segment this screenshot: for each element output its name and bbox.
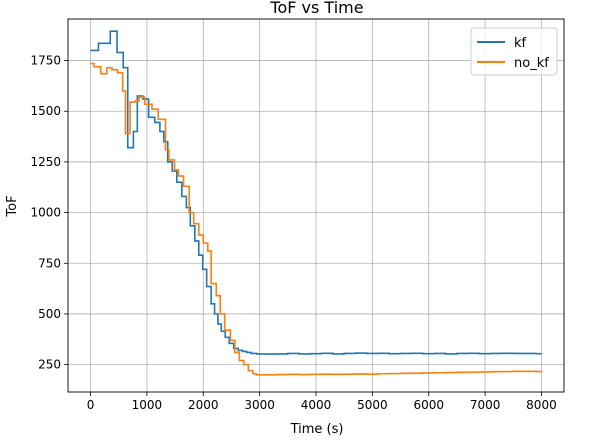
y-tick-label: 1750 <box>30 54 61 68</box>
x-tick-label: 8000 <box>526 398 557 412</box>
y-tick-label: 1000 <box>30 206 61 220</box>
y-tick-label: 750 <box>38 256 61 270</box>
x-tick-label: 3000 <box>244 398 275 412</box>
y-tick-label: 250 <box>38 358 61 372</box>
chart-title: ToF vs Time <box>269 0 363 17</box>
y-axis-label: ToF <box>5 195 20 217</box>
x-tick-label: 0 <box>87 398 95 412</box>
x-axis-label: Time (s) <box>290 422 344 437</box>
legend-label-no-kf: no_kf <box>514 56 549 71</box>
x-tick-label: 4000 <box>301 398 332 412</box>
x-tick-label: 5000 <box>357 398 388 412</box>
x-tick-label: 1000 <box>132 398 163 412</box>
x-tick-label: 7000 <box>470 398 501 412</box>
legend-label-kf: kf <box>514 36 527 51</box>
legend: kf no_kf <box>471 28 557 75</box>
x-tick-label: 6000 <box>413 398 444 412</box>
y-tick-label: 500 <box>38 307 61 321</box>
y-tick-label: 1500 <box>30 104 61 118</box>
x-tick-label: 2000 <box>188 398 219 412</box>
y-tick-label: 1250 <box>30 155 61 169</box>
